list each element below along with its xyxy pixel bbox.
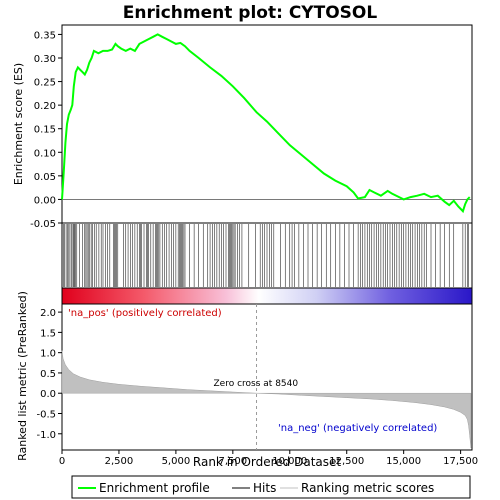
es-panel-frame <box>61 24 473 224</box>
rank-x-axis-label: Rank in Ordered Dataset <box>193 455 341 469</box>
rank-y-tick-label: 0.0 <box>40 389 56 400</box>
rank-y-ticks: -1.0 -0.5 0.0 0.5 1.0 1.5 2.0 <box>36 308 62 441</box>
rank-y-tick-label: 0.5 <box>40 369 56 380</box>
rank-x-tick-label: 2,500 <box>105 456 134 467</box>
zero-cross-label: Zero cross at 8540 <box>214 379 299 389</box>
rank-x-tick-label: 15,000 <box>386 456 421 467</box>
rank-color-bar <box>62 288 472 304</box>
rank-y-tick-label: 1.5 <box>40 328 56 339</box>
legend: Enrichment profile Hits Ranking metric s… <box>71 475 471 499</box>
rank-y-tick-label: -1.0 <box>36 430 56 441</box>
hit-lines <box>61 224 469 287</box>
es-y-tick-label: 0.25 <box>34 78 56 89</box>
hits-panel <box>61 222 473 289</box>
pos-correlated-label: 'na_pos' (positively correlated) <box>68 308 222 319</box>
es-y-tick-label: -0.05 <box>30 219 56 230</box>
es-y-tick-label: 0.00 <box>34 195 56 206</box>
rank-y-axis-label: Ranked list metric (PreRanked) <box>16 291 29 461</box>
es-y-tick-label: 0.35 <box>34 30 56 41</box>
legend-label-hits: Hits <box>253 481 276 495</box>
rank-x-tick-label: 17,500 <box>443 456 478 467</box>
ranking-metric-area <box>61 350 472 449</box>
rank-y-tick-label: 1.0 <box>40 349 56 360</box>
rank-x-tick-label: 5,000 <box>162 456 191 467</box>
es-y-ticks: -0.05 0.00 0.05 0.10 0.15 0.20 0.25 0.30 0.35 <box>30 30 62 230</box>
legend-frame <box>71 475 471 499</box>
legend-label-ranking: Ranking metric scores <box>301 481 434 495</box>
rank-panel-frame <box>61 303 473 451</box>
es-y-tick-label: 0.30 <box>34 54 56 65</box>
rank-y-tick-label: 2.0 <box>40 308 56 319</box>
rank-x-tick-label: 12,500 <box>329 456 364 467</box>
es-y-tick-label: 0.15 <box>34 125 56 136</box>
es-y-axis-label: Enrichment score (ES) <box>12 63 25 185</box>
rank-x-ticks: 0 2,500 5,000 7,500 10,000 12,500 15,000 17,500 <box>59 450 478 467</box>
es-y-tick-label: 0.05 <box>34 172 56 183</box>
rank-x-tick-label: 7,500 <box>219 456 248 467</box>
rank-x-tick-label: 0 <box>59 456 65 467</box>
es-y-tick-label: 0.10 <box>34 148 56 159</box>
rank-panel: Zero cross at 8540 'na_pos' (positively … <box>16 291 478 469</box>
rank-x-tick-label: 10,000 <box>272 456 307 467</box>
es-y-tick-label: 0.20 <box>34 101 56 112</box>
enrichment-profile-line <box>61 33 471 214</box>
rank-y-tick-label: -0.5 <box>36 410 56 421</box>
neg-correlated-label: 'na_neg' (negatively correlated) <box>278 423 437 434</box>
legend-label-enrichment: Enrichment profile <box>99 481 210 495</box>
chart-title: Enrichment plot: CYTOSOL <box>123 3 378 23</box>
es-panel: -0.05 0.00 0.05 0.10 0.15 0.20 0.25 0.30 0.35 En… <box>12 24 473 230</box>
